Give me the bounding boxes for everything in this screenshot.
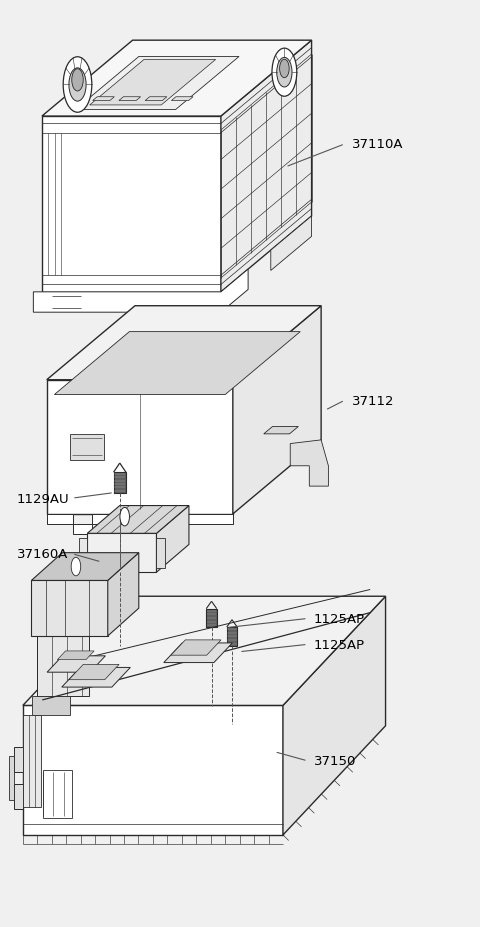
Polygon shape bbox=[34, 270, 248, 312]
Polygon shape bbox=[42, 41, 312, 117]
Circle shape bbox=[277, 58, 292, 88]
Polygon shape bbox=[70, 435, 104, 461]
Circle shape bbox=[72, 70, 83, 92]
Text: 1129AU: 1129AU bbox=[17, 492, 69, 505]
Polygon shape bbox=[36, 637, 89, 697]
Polygon shape bbox=[271, 217, 312, 272]
Polygon shape bbox=[69, 665, 119, 679]
Polygon shape bbox=[206, 609, 217, 628]
Circle shape bbox=[272, 49, 297, 97]
Polygon shape bbox=[47, 307, 321, 380]
Polygon shape bbox=[145, 97, 167, 101]
Polygon shape bbox=[156, 506, 189, 573]
Polygon shape bbox=[23, 715, 41, 807]
Text: 37150: 37150 bbox=[314, 755, 356, 768]
Text: 1125AP: 1125AP bbox=[314, 638, 365, 651]
Circle shape bbox=[69, 69, 86, 102]
Polygon shape bbox=[31, 553, 139, 581]
Polygon shape bbox=[23, 597, 385, 705]
Text: 37112: 37112 bbox=[352, 394, 395, 407]
Polygon shape bbox=[43, 770, 72, 819]
Circle shape bbox=[71, 558, 81, 577]
Polygon shape bbox=[87, 534, 156, 573]
Polygon shape bbox=[233, 307, 321, 514]
Polygon shape bbox=[264, 427, 299, 435]
Polygon shape bbox=[31, 581, 108, 636]
Polygon shape bbox=[9, 756, 14, 800]
Polygon shape bbox=[108, 553, 139, 636]
Polygon shape bbox=[23, 705, 283, 835]
Polygon shape bbox=[47, 514, 233, 535]
Polygon shape bbox=[87, 506, 189, 534]
Polygon shape bbox=[93, 97, 114, 101]
Polygon shape bbox=[290, 440, 328, 487]
Polygon shape bbox=[164, 643, 232, 663]
Polygon shape bbox=[62, 667, 131, 687]
Polygon shape bbox=[14, 747, 23, 772]
Circle shape bbox=[280, 60, 289, 79]
Text: 1125AP: 1125AP bbox=[314, 612, 365, 626]
Text: 37110A: 37110A bbox=[352, 138, 404, 151]
Polygon shape bbox=[79, 539, 87, 568]
Polygon shape bbox=[14, 784, 23, 809]
Polygon shape bbox=[227, 628, 237, 646]
Polygon shape bbox=[171, 641, 221, 655]
Polygon shape bbox=[32, 697, 70, 715]
Polygon shape bbox=[156, 539, 165, 568]
Circle shape bbox=[120, 508, 130, 527]
Polygon shape bbox=[221, 41, 312, 293]
Text: 37160A: 37160A bbox=[17, 548, 68, 561]
Circle shape bbox=[63, 57, 92, 113]
Polygon shape bbox=[57, 652, 94, 660]
Polygon shape bbox=[47, 380, 233, 514]
Polygon shape bbox=[90, 60, 216, 106]
Polygon shape bbox=[283, 597, 385, 835]
Polygon shape bbox=[114, 473, 126, 493]
Polygon shape bbox=[171, 97, 193, 101]
Polygon shape bbox=[75, 57, 239, 110]
Polygon shape bbox=[54, 332, 300, 395]
Polygon shape bbox=[47, 656, 106, 672]
Polygon shape bbox=[42, 117, 221, 293]
Polygon shape bbox=[119, 97, 141, 101]
